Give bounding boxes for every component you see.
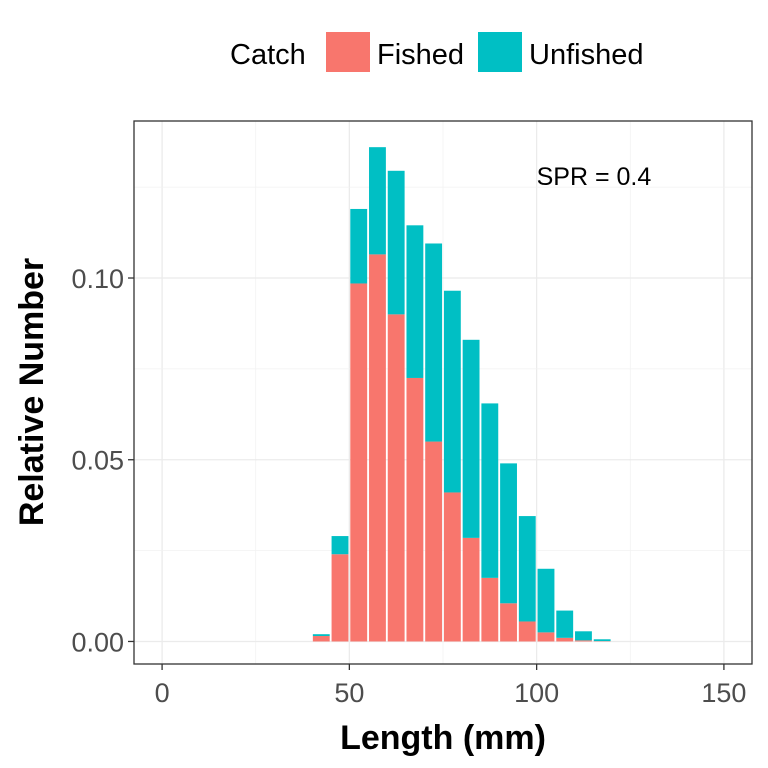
grid — [134, 121, 752, 664]
bars — [312, 147, 611, 642]
bar-unfished — [406, 225, 424, 378]
x-tick-label: 100 — [514, 678, 559, 708]
bar-fished — [443, 492, 461, 642]
legend-key-unfished — [478, 32, 522, 72]
bar-unfished — [387, 170, 405, 315]
y-tick-label: 0.00 — [71, 627, 124, 657]
bar-fished — [369, 254, 386, 642]
bar-fished — [312, 636, 330, 642]
bar-fished — [331, 554, 349, 642]
bar-fished — [425, 441, 443, 642]
bar-unfished — [518, 516, 536, 622]
bar-fished — [350, 283, 368, 642]
plot-border — [133, 120, 753, 665]
x-axis: 0 50 100 150 — [155, 664, 746, 708]
bar-fished — [481, 577, 499, 642]
x-tick-label: 50 — [334, 678, 364, 708]
y-axis-title: Relative Number — [13, 258, 51, 526]
x-tick-label: 0 — [155, 678, 170, 708]
bar-fished — [406, 377, 424, 642]
bar-unfished — [575, 631, 592, 641]
legend-label-fished: Fished — [377, 39, 464, 71]
bar-unfished — [500, 463, 517, 604]
spr-annotation: SPR = 0.4 — [537, 163, 652, 191]
y-tick-label: 0.05 — [71, 446, 124, 476]
x-axis-title: Length (mm) — [340, 719, 546, 757]
bar-unfished — [462, 339, 480, 538]
bar-fished — [462, 537, 480, 642]
legend-label-unfished: Unfished — [529, 39, 643, 71]
legend-title: Catch — [230, 39, 306, 71]
bar-fished — [537, 632, 555, 642]
bar-fished — [518, 621, 536, 642]
bar-unfished — [312, 634, 330, 637]
bar-unfished — [556, 610, 574, 638]
bar-unfished — [481, 403, 499, 578]
bar-unfished — [593, 639, 611, 642]
y-tick-label: 0.10 — [71, 264, 124, 294]
bar-fished — [575, 640, 592, 642]
bar-fished — [500, 603, 517, 642]
bar-unfished — [537, 568, 555, 633]
bar-fished — [556, 637, 574, 642]
bar-unfished — [331, 536, 349, 555]
x-tick-label: 150 — [701, 678, 746, 708]
bar-unfished — [443, 290, 461, 493]
bar-fished — [387, 314, 405, 642]
legend-key-fished — [326, 32, 370, 72]
legend: Catch Fished Unfished — [230, 32, 643, 72]
y-axis: 0.00 0.05 0.10 — [71, 264, 134, 657]
bar-unfished — [350, 208, 368, 284]
bar-unfished — [425, 243, 443, 442]
bar-unfished — [369, 147, 386, 255]
